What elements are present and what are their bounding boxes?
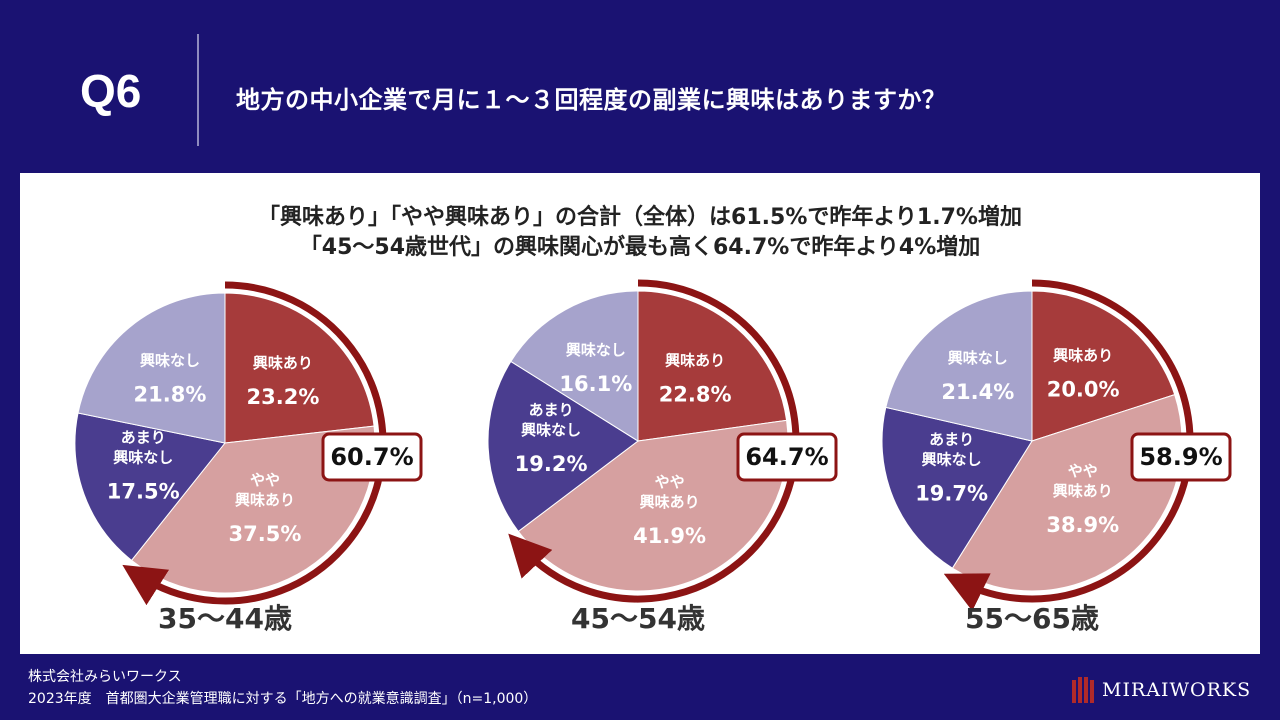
total-value: 58.9% (1139, 443, 1222, 471)
question-number: Q6 (80, 65, 142, 117)
slice-label: 興味あり (665, 351, 725, 369)
pie-slice-not-interested (510, 290, 639, 442)
question-text: 地方の中小企業で月に１～３回程度の副業に興味はありますか？ (236, 86, 947, 114)
age-group-title: 45～54歳 (571, 602, 705, 635)
slice-value: 22.8% (659, 382, 732, 406)
slice-value: 41.9% (633, 524, 706, 548)
slice-value: 23.2% (247, 385, 320, 409)
slice-value: 21.4% (941, 380, 1014, 404)
total-arrow (122, 281, 387, 606)
total-arrow (508, 279, 800, 603)
total-box (321, 432, 423, 482)
pie-chart-3: 興味あり 20.0% やや興味あり 38.9% あまり興味なし 19.7% 興味なし 21.4… (881, 279, 1232, 635)
slice-label: やや興味あり (235, 471, 295, 509)
pie-slice-not-interested (885, 290, 1033, 442)
chart-panel: 「興味あり」「やや興味あり」の合計（全体）は61.5%で昨年より1.7%増加 「… (20, 173, 1260, 654)
slice-value: 19.2% (515, 452, 588, 476)
pie-chart-1: 興味あり 23.2% やや興味あり 37.5% あまり興味なし 17.5% 興味なし 21.8… (74, 281, 423, 635)
mirai-works-logo: MIRAIWORKS (1072, 676, 1251, 704)
slice-value: 17.5% (107, 480, 180, 504)
slice-value: 19.7% (915, 481, 988, 505)
pie-slice-not-very-interested (881, 406, 1033, 569)
pie-slice-interested (637, 290, 788, 442)
slice-label: 興味あり (253, 354, 313, 372)
slice-label: あまり興味なし (521, 401, 581, 439)
slice-label: あまり興味なし (113, 429, 173, 467)
slice-value: 16.1% (559, 372, 632, 396)
logo-text: MIRAIWORKS (1102, 679, 1252, 701)
slice-label: 興味なし (566, 341, 626, 359)
slice-label: 興味あり (1053, 347, 1113, 365)
slice-label: やや興味あり (1053, 462, 1113, 500)
slice-value: 37.5% (229, 522, 302, 546)
pie-slice-not-interested (77, 292, 226, 444)
total-value: 60.7% (330, 443, 413, 471)
pie-slice-interested (224, 292, 375, 444)
logo-mark-icon (1072, 677, 1094, 703)
footer-company: 株式会社みらいワークス (28, 669, 182, 685)
slice-label: あまり興味なし (922, 430, 982, 468)
footer-source: 2023年度 首都圏大企業管理職に対する「地方への就業意識調査」（n=1,000… (28, 691, 538, 707)
slice-value: 21.8% (134, 383, 207, 407)
total-value: 64.7% (745, 443, 828, 471)
total-box (1130, 432, 1232, 482)
age-group-title: 55～65歳 (965, 602, 1099, 635)
pie-chart-2: 興味あり 22.8% やや興味あり 41.9% あまり興味なし 19.2% 興味なし 16.1… (487, 279, 838, 635)
slice-label: やや興味あり (640, 473, 700, 511)
total-box (736, 432, 838, 482)
pie-slice-interested (1031, 290, 1176, 442)
slice-label: 興味なし (140, 352, 200, 370)
pie-charts: 興味あり 23.2% やや興味あり 37.5% あまり興味なし 17.5% 興味なし 21.8… (74, 279, 1232, 635)
summary-line-1: 「興味あり」「やや興味あり」の合計（全体）は61.5%で昨年より1.7%増加 (258, 205, 1022, 230)
slice-value: 20.0% (1047, 378, 1120, 402)
summary-line-2: 「45～54歳世代」の興味関心が最も高く64.7%で昨年より4%増加 (299, 235, 981, 260)
pie-slice-not-very-interested (487, 360, 639, 533)
slice-value: 38.9% (1046, 513, 1119, 537)
pie-slice-not-very-interested (74, 412, 226, 562)
slice-label: 興味なし (948, 349, 1008, 367)
age-group-title: 35～44歳 (158, 602, 292, 635)
header-divider (197, 34, 199, 146)
